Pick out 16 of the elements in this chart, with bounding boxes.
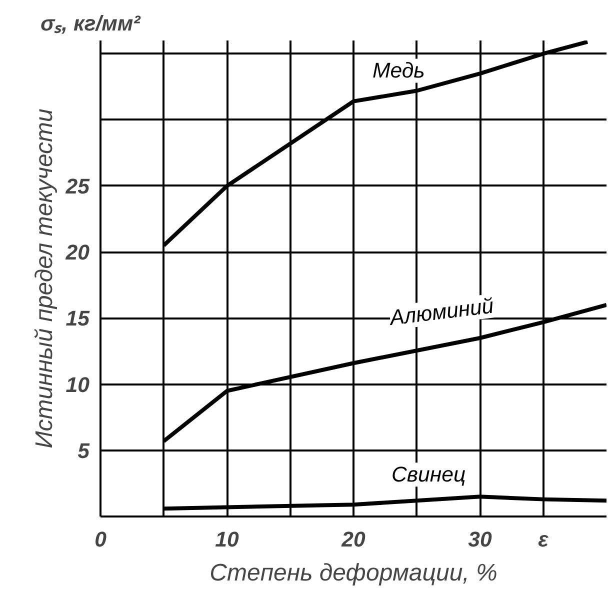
x-tick-label: ε — [538, 528, 550, 552]
y-axis-title: Истинный предел текучести — [30, 108, 58, 448]
x-axis-title: Степень деформации, % — [210, 560, 498, 586]
x-tick-label: 0 — [94, 528, 107, 552]
y-tick-label: 20 — [64, 240, 90, 265]
x-tick-label: 30 — [468, 528, 492, 552]
series-label: Свинец — [391, 462, 466, 487]
chart-title: σₛ, кг/мм² — [40, 12, 142, 36]
y-tick-label: 25 — [64, 174, 91, 198]
x-tick-label: 20 — [340, 528, 366, 552]
y-tick-label: 10 — [66, 372, 90, 397]
series-label: Медь — [372, 58, 425, 83]
x-tick-label: 10 — [215, 528, 239, 552]
y-tick-label: 5 — [78, 438, 91, 463]
y-tick-label: 15 — [66, 306, 91, 331]
text: Алюминий — [386, 294, 496, 330]
